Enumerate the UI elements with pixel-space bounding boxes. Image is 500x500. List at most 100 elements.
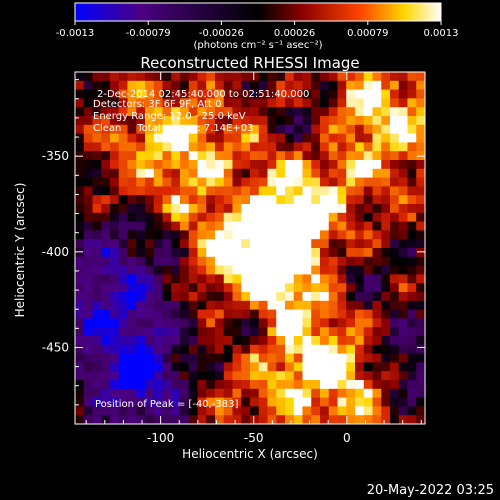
heatmap-cell [250,362,260,372]
heatmap-cell [311,397,321,407]
heatmap-cell [398,221,408,231]
heatmap-cell [118,318,128,328]
heatmap-cell [118,292,128,302]
heatmap-cell [267,265,277,275]
heatmap-cell [171,309,181,319]
heatmap-cell [153,107,163,117]
heatmap-cell [398,116,408,126]
heatmap-cell [320,98,330,108]
heatmap-cell [110,344,120,354]
heatmap-cell [215,151,225,161]
heatmap-cell [180,318,190,328]
heatmap-cell [407,168,417,178]
heatmap-cell [241,160,251,170]
heatmap-cell [136,353,146,363]
heatmap-cell [92,362,102,372]
heatmap-cell [311,265,321,275]
heatmap-cell [188,300,198,310]
y-tick-label: -350 [42,149,69,163]
heatmap-cell [258,248,268,258]
heatmap-cell [302,142,312,152]
heatmap-cell [276,221,286,231]
heatmap-cell [398,204,408,214]
heatmap-cell [346,336,356,346]
heatmap-cell [293,380,303,390]
heatmap-cell [302,212,312,222]
heatmap-cell [223,353,233,363]
heatmap-cell [293,265,303,275]
heatmap-cell [215,212,225,222]
heatmap-cell [320,256,330,266]
heatmap-cell [92,300,102,310]
heatmap-cell [92,116,102,126]
heatmap-cell [267,371,277,381]
heatmap-cell [416,107,425,117]
heatmap-cell [241,89,251,99]
heatmap-cell [363,212,373,222]
heatmap-cell [188,309,198,319]
heatmap-cell [363,107,373,117]
heatmap-cell [381,344,391,354]
heatmap-cell [101,318,111,328]
heatmap-cell [355,116,365,126]
heatmap-cell [188,212,198,222]
heatmap-cell [285,406,295,416]
heatmap-cell [407,415,417,424]
heatmap-cell [197,72,207,82]
heatmap-cell [363,168,373,178]
heatmap-cell [223,274,233,284]
heatmap-cell [215,204,225,214]
heatmap-cell [110,204,120,214]
heatmap-cell [381,388,391,398]
heatmap-cell [171,221,181,231]
heatmap-cell [206,388,216,398]
heatmap-cell [355,292,365,302]
heatmap-cell [328,230,338,240]
heatmap-cell [145,274,155,284]
heatmap-cell [75,353,85,363]
heatmap-cell [285,371,295,381]
heatmap-cell [250,168,260,178]
heatmap-cell [136,362,146,372]
heatmap-cell [267,283,277,293]
heatmap-cell [311,406,321,416]
heatmap-cell [127,406,137,416]
heatmap-cell [145,256,155,266]
heatmap-cell [110,133,120,143]
heatmap-cell [83,362,93,372]
heatmap-cell [145,353,155,363]
heatmap-cell [145,160,155,170]
heatmap-cell [83,230,93,240]
heatmap-cell [188,283,198,293]
heatmap-cell [188,344,198,354]
heatmap-cell [241,204,251,214]
heatmap-cell [118,248,128,258]
heatmap-cell [162,336,172,346]
heatmap-cell [75,72,85,82]
heatmap-cell [75,221,85,231]
heatmap-cell [232,160,242,170]
heatmap-cell [355,221,365,231]
heatmap-cell [162,397,172,407]
heatmap-cell [83,186,93,196]
heatmap-cell [346,344,356,354]
heatmap-cell [232,177,242,187]
heatmap-cell [101,212,111,222]
heatmap-cell [92,283,102,293]
heatmap-cell [153,98,163,108]
heatmap-cell [250,397,260,407]
heatmap-cell [127,353,137,363]
heatmap-cell [363,415,373,424]
heatmap-cell [381,133,391,143]
heatmap-cell [180,336,190,346]
heatmap-cell [241,292,251,302]
heatmap-cell [127,327,137,337]
heatmap-cell [145,292,155,302]
heatmap-cell [398,344,408,354]
heatmap-cell [363,239,373,249]
heatmap-cell [337,309,347,319]
heatmap-cell [223,107,233,117]
heatmap-cell [75,300,85,310]
heatmap-cell [206,239,216,249]
heatmap-cell [75,397,85,407]
